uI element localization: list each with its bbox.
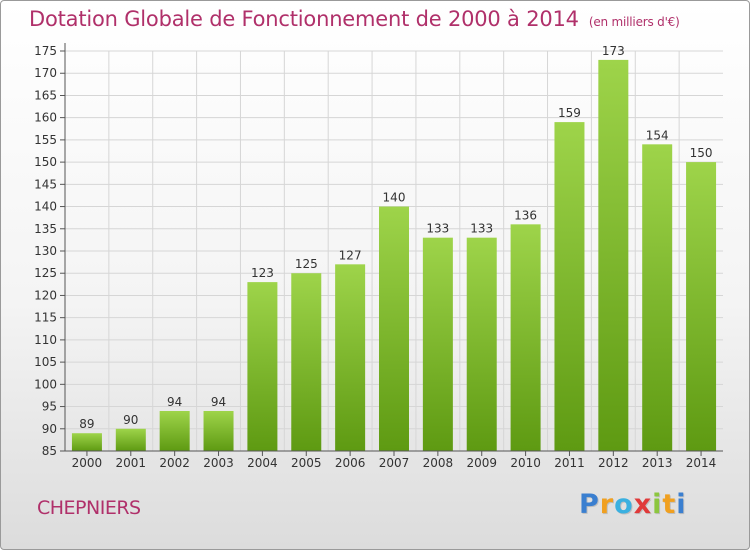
data-label: 136 — [514, 208, 537, 222]
bar — [510, 224, 541, 451]
y-tick-label: 140 — [34, 200, 57, 214]
data-label: 94 — [167, 395, 182, 409]
bars — [71, 59, 717, 452]
bar — [466, 237, 497, 451]
x-tick-label: 2002 — [159, 456, 190, 470]
logo-letter: r — [599, 489, 615, 520]
bar — [598, 59, 629, 452]
y-tick-label: 85 — [42, 444, 57, 458]
bar — [291, 273, 322, 451]
bar — [379, 206, 409, 451]
y-tick-label: 175 — [34, 44, 57, 58]
proxiti-logo[interactable]: Proxiti — [579, 489, 687, 520]
data-label: 173 — [602, 44, 625, 58]
title-text: Dotation Globale de Fonctionnement de 20… — [29, 7, 579, 31]
logo-letter: o — [614, 489, 634, 520]
y-tick-label: 90 — [42, 422, 57, 436]
data-label: 89 — [79, 417, 94, 431]
chart-title: Dotation Globale de Fonctionnement de 20… — [29, 7, 680, 31]
axes: 85 90 95 100 105 110 115 120 125 130 135 140 145 150 1… — [34, 43, 723, 470]
data-label: 159 — [558, 106, 581, 120]
x-tick-label: 2008 — [423, 456, 454, 470]
bar — [335, 264, 366, 451]
y-tick-label: 100 — [34, 377, 57, 391]
y-tick-label: 110 — [34, 333, 57, 347]
x-tick-label: 2003 — [203, 456, 234, 470]
bar — [71, 433, 102, 451]
data-label: 90 — [123, 413, 138, 427]
y-tick-label: 150 — [34, 155, 57, 169]
y-tick-label: 95 — [42, 400, 57, 414]
x-tick-label: 2009 — [466, 456, 497, 470]
data-label: 133 — [470, 222, 493, 236]
logo-letter: i — [652, 489, 663, 520]
x-tick-label: 2005 — [291, 456, 322, 470]
place-name: CHEPNIERS — [37, 497, 141, 519]
x-tick-label: 2012 — [598, 456, 629, 470]
bar — [115, 428, 146, 451]
data-label: 125 — [295, 257, 318, 271]
subtitle-text: (en milliers d'€) — [588, 15, 680, 29]
data-label: 140 — [383, 191, 406, 205]
x-tick-label: 2014 — [686, 456, 717, 470]
y-tick-label: 170 — [34, 66, 57, 80]
y-tick-label: 130 — [34, 244, 57, 258]
data-labels: 89 90 94 94 123 125 127 140 133 133 136 159 173 154 15… — [79, 44, 712, 431]
x-tick-label: 2007 — [379, 456, 410, 470]
y-tick-label: 105 — [34, 355, 57, 369]
y-tick-label: 155 — [34, 133, 57, 147]
x-tick-label: 2006 — [335, 456, 366, 470]
logo-letter: t — [662, 489, 677, 520]
x-tick-label: 2001 — [116, 456, 147, 470]
logo-letter: i — [676, 489, 687, 520]
y-tick-label: 160 — [34, 111, 57, 125]
x-tick-label: 2010 — [510, 456, 541, 470]
data-label: 127 — [339, 248, 362, 262]
bar — [554, 122, 585, 451]
bar — [247, 282, 278, 451]
y-tick-label: 145 — [34, 177, 57, 191]
data-label: 133 — [426, 222, 449, 236]
y-tick-label: 115 — [34, 311, 57, 325]
bar — [686, 162, 717, 451]
y-tick-label: 120 — [34, 288, 57, 302]
bar — [642, 144, 673, 452]
logo-letter: P — [579, 489, 600, 520]
bar — [203, 411, 234, 451]
bar — [159, 411, 190, 451]
x-tick-label: 2004 — [247, 456, 278, 470]
y-tick-label: 165 — [34, 88, 57, 102]
y-tick-label: 125 — [34, 266, 57, 280]
data-label: 154 — [646, 128, 669, 142]
x-tick-label: 2000 — [72, 456, 103, 470]
y-tick-label: 135 — [34, 222, 57, 236]
x-tick-label: 2011 — [554, 456, 585, 470]
data-label: 150 — [690, 146, 713, 160]
logo-letter: x — [633, 489, 653, 520]
data-label: 123 — [251, 266, 274, 280]
data-label: 94 — [211, 395, 226, 409]
bar — [422, 237, 453, 451]
x-tick-label: 2013 — [642, 456, 673, 470]
